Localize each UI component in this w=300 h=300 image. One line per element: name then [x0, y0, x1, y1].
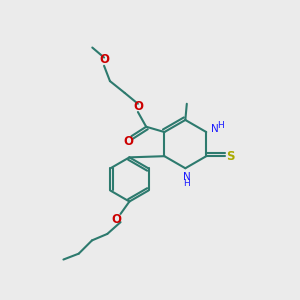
Text: O: O	[123, 135, 133, 148]
Text: O: O	[100, 53, 110, 66]
Text: N: N	[211, 124, 218, 134]
Text: O: O	[134, 100, 143, 112]
Text: N: N	[183, 172, 191, 182]
Text: H: H	[183, 179, 190, 188]
Text: O: O	[111, 213, 121, 226]
Text: S: S	[226, 150, 235, 163]
Text: H: H	[218, 121, 224, 130]
